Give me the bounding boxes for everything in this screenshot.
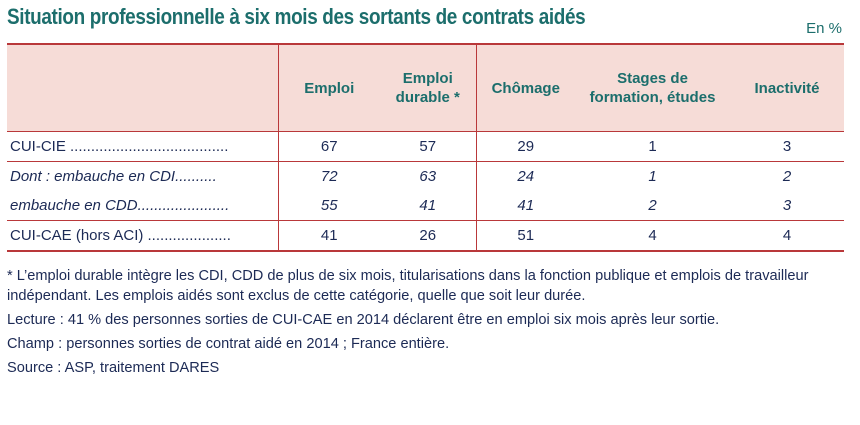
cell-value: 55 [278,191,380,221]
column-header-stages-text: Stages de formation, études [589,70,716,106]
cell-value: 41 [380,191,477,221]
unit-label: En % [806,20,842,37]
data-table: Emploi Emploi durable * Chômage Stages d… [7,43,844,252]
cell-value: 2 [782,168,792,185]
footnote-reading: Lecture : 41 % des personnes sorties de … [7,312,720,328]
row-label: embauche en CDD...................... [7,191,279,221]
cell-value: 41 [476,191,575,221]
cell-value: 4 [730,220,844,252]
row-label: Dont : embauche en CDI.......... [7,161,279,191]
footnotes: * L’emploi durable intègre les CDI, CDD … [7,266,847,382]
cell-value: 26 [380,220,477,252]
column-header-stages: Stages de formation, études [575,43,730,132]
table-header-row: Emploi Emploi durable * Chômage Stages d… [7,43,844,132]
cell-value: 57 [380,131,477,162]
cell-value: 24 [517,168,535,185]
cell-value: 72 [320,168,338,185]
cell-value: 51 [476,220,575,252]
cell-value: 1 [648,168,657,185]
footnote-source: Source : ASP, traitement DARES [7,360,220,376]
column-header-emploi: Emploi [278,43,380,132]
column-header-chomage: Chômage [476,43,575,132]
footnote-scope: Champ : personnes sorties de contrat aid… [7,336,450,352]
cell-value: 1 [575,131,730,162]
cell-value: 4 [575,220,730,252]
cell-value: 2 [575,191,730,221]
cell-value: 67 [278,131,380,162]
cell-value: 29 [476,131,575,162]
cell-value: 3 [730,131,844,162]
header-empty-cell [7,43,279,132]
table-row: Dont : embauche en CDI.......... 72 63 2… [7,161,844,191]
table-row: CUI-CAE (hors ACI) .................... … [7,220,844,252]
row-label: CUI-CAE (hors ACI) .................... [7,220,279,252]
column-header-emploi-durable: Emploi durable * [380,43,477,132]
row-label: CUI-CIE ................................… [7,131,279,162]
footnote-definition: * L’emploi durable intègre les CDI, CDD … [7,268,809,304]
column-header-emploi-durable-text: Emploi durable * [395,70,460,106]
column-header-inactivite: Inactivité [730,43,844,132]
cell-value: 3 [730,191,844,221]
cell-value: 41 [278,220,380,252]
cell-value: 63 [380,161,477,191]
table-row: CUI-CIE ................................… [7,131,844,162]
table-row: embauche en CDD...................... 55… [7,191,844,221]
table-title: Situation professionnelle à six mois des… [7,4,586,29]
